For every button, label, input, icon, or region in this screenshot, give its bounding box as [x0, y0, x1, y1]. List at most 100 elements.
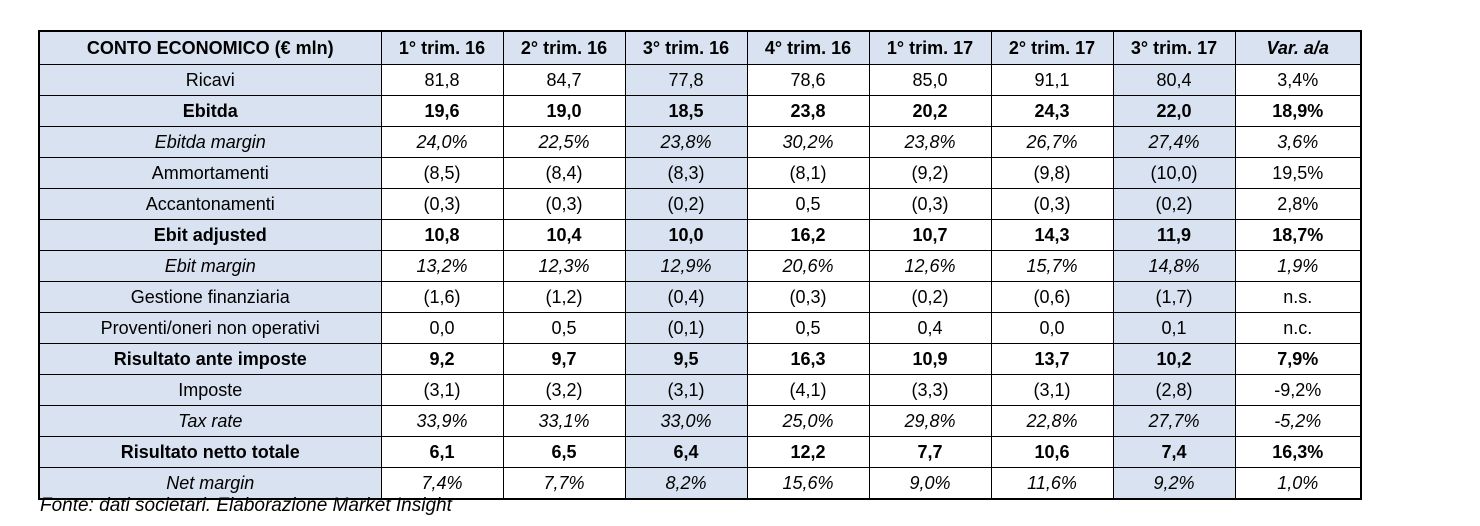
cell: (2,8): [1112, 374, 1236, 406]
column-header: 1° trim. 17: [868, 30, 992, 65]
cell: 6,1: [380, 436, 504, 468]
cell: n.s.: [1234, 281, 1362, 313]
cell: (0,3): [746, 281, 870, 313]
cell: 0,4: [868, 312, 992, 344]
cell: 20,2: [868, 95, 992, 127]
cell: -5,2%: [1234, 405, 1362, 437]
cell: 10,8: [380, 219, 504, 251]
cell: (3,1): [624, 374, 748, 406]
cell: 13,2%: [380, 250, 504, 282]
cell: 80,4: [1112, 64, 1236, 96]
cell: 22,5%: [502, 126, 626, 158]
cell: (0,2): [1112, 188, 1236, 220]
table-row: Ebit adjusted 10,8 10,4 10,0 16,2 10,7 14,3 11,…: [38, 219, 1362, 251]
cell: 12,9%: [624, 250, 748, 282]
cell: (3,1): [380, 374, 504, 406]
row-label: Ebitda margin: [38, 126, 382, 158]
cell: 0,0: [380, 312, 504, 344]
table-row: Ricavi 81,8 84,7 77,8 78,6 85,0 91,1 80,4 3,4%: [38, 64, 1362, 96]
column-header: 4° trim. 16: [746, 30, 870, 65]
cell: 33,0%: [624, 405, 748, 437]
table-row: Proventi/oneri non operativi 0,0 0,5 (0,1) 0…: [38, 312, 1362, 344]
table-row: Risultato ante imposte 9,2 9,7 9,5 16,3 10,9 1…: [38, 343, 1362, 375]
cell: -9,2%: [1234, 374, 1362, 406]
row-label: Risultato netto totale: [38, 436, 382, 468]
cell: (9,8): [990, 157, 1114, 189]
cell: (10,0): [1112, 157, 1236, 189]
cell: 27,4%: [1112, 126, 1236, 158]
table-row: Net margin 7,4% 7,7% 8,2% 15,6% 9,0% 11,6% 9,2%…: [38, 467, 1362, 500]
cell: 7,7%: [502, 467, 626, 500]
cell: 22,8%: [990, 405, 1114, 437]
cell: 12,2: [746, 436, 870, 468]
cell: (0,1): [624, 312, 748, 344]
cell: n.c.: [1234, 312, 1362, 344]
row-label: Ebit margin: [38, 250, 382, 282]
row-label: Ricavi: [38, 64, 382, 96]
cell: 33,1%: [502, 405, 626, 437]
cell: 24,0%: [380, 126, 504, 158]
cell: 10,7: [868, 219, 992, 251]
header-row: CONTO ECONOMICO (€ mln) 1° trim. 16 2° tr…: [38, 30, 1362, 65]
column-header: 3° trim. 17: [1112, 30, 1236, 65]
table-row: Imposte (3,1) (3,2) (3,1) (4,1) (3,3) (3,1) (2,…: [38, 374, 1362, 406]
cell: (0,2): [624, 188, 748, 220]
cell: 3,6%: [1234, 126, 1362, 158]
table-row: Ebitda 19,6 19,0 18,5 23,8 20,2 24,3 22,0 18,9%: [38, 95, 1362, 127]
cell: (3,3): [868, 374, 992, 406]
cell: 0,5: [746, 312, 870, 344]
cell: 18,9%: [1234, 95, 1362, 127]
cell: 10,6: [990, 436, 1114, 468]
table-row: Ebitda margin 24,0% 22,5% 23,8% 30,2% 23,8% 26…: [38, 126, 1362, 158]
table-row: Accantonamenti (0,3) (0,3) (0,2) 0,5 (0,3) (0,…: [38, 188, 1362, 220]
cell: 24,3: [990, 95, 1114, 127]
cell: 15,6%: [746, 467, 870, 500]
column-header: 2° trim. 16: [502, 30, 626, 65]
cell: 22,0: [1112, 95, 1236, 127]
cell: 8,2%: [624, 467, 748, 500]
cell: 19,0: [502, 95, 626, 127]
cell: 16,3%: [1234, 436, 1362, 468]
cell: 9,2%: [1112, 467, 1236, 500]
cell: 27,7%: [1112, 405, 1236, 437]
cell: 1,9%: [1234, 250, 1362, 282]
cell: 84,7: [502, 64, 626, 96]
table-body: Ricavi 81,8 84,7 77,8 78,6 85,0 91,1 80,4 3,4% Eb…: [38, 64, 1362, 500]
cell: (0,3): [990, 188, 1114, 220]
cell: 14,8%: [1112, 250, 1236, 282]
cell: (0,3): [868, 188, 992, 220]
cell: 19,6: [380, 95, 504, 127]
cell: 12,3%: [502, 250, 626, 282]
income-statement-table-container: CONTO ECONOMICO (€ mln) 1° trim. 16 2° tr…: [38, 30, 1362, 500]
row-label: Ebitda: [38, 95, 382, 127]
row-label: Net margin: [38, 467, 382, 500]
cell: 23,8%: [624, 126, 748, 158]
cell: 10,9: [868, 343, 992, 375]
row-label: Imposte: [38, 374, 382, 406]
cell: (1,6): [380, 281, 504, 313]
cell: 18,5: [624, 95, 748, 127]
cell: 33,9%: [380, 405, 504, 437]
row-label: Gestione finanziaria: [38, 281, 382, 313]
cell: 6,5: [502, 436, 626, 468]
cell: (3,1): [990, 374, 1114, 406]
cell: 29,8%: [868, 405, 992, 437]
cell: 25,0%: [746, 405, 870, 437]
column-header: 3° trim. 16: [624, 30, 748, 65]
source-note: Fonte: dati societari. Elaborazione Mark…: [40, 495, 452, 516]
cell: 2,8%: [1234, 188, 1362, 220]
cell: 23,8%: [868, 126, 992, 158]
cell: (0,4): [624, 281, 748, 313]
cell: 11,9: [1112, 219, 1236, 251]
cell: 19,5%: [1234, 157, 1362, 189]
cell: 6,4: [624, 436, 748, 468]
row-label: Accantonamenti: [38, 188, 382, 220]
cell: (0,3): [502, 188, 626, 220]
cell: 7,9%: [1234, 343, 1362, 375]
cell: 11,6%: [990, 467, 1114, 500]
cell: 7,7: [868, 436, 992, 468]
cell: 30,2%: [746, 126, 870, 158]
cell: (1,2): [502, 281, 626, 313]
cell: 9,7: [502, 343, 626, 375]
cell: (9,2): [868, 157, 992, 189]
